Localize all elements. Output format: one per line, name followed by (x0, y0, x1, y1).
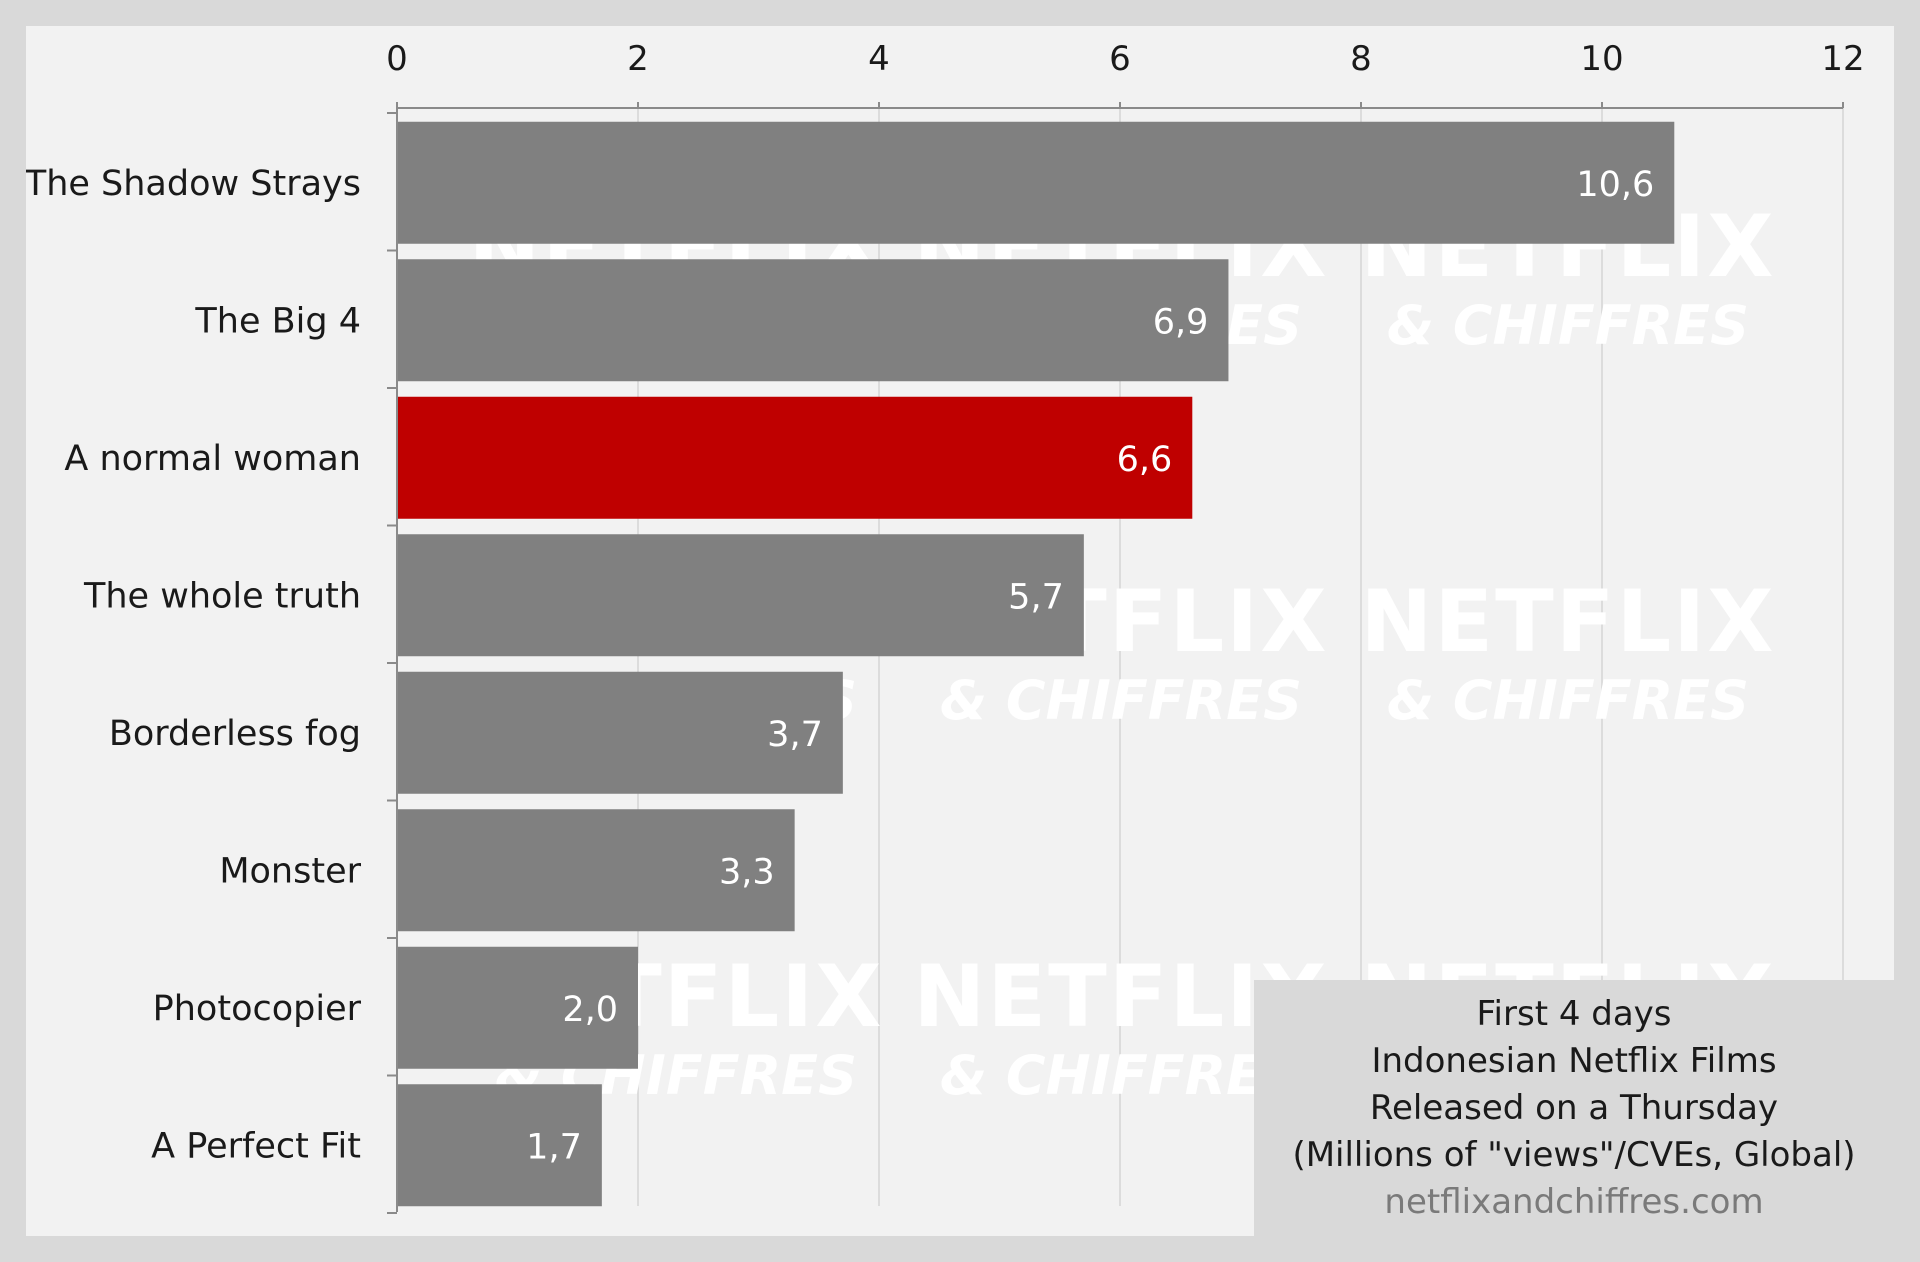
legend-box: First 4 days Indonesian Netflix Films Re… (1254, 980, 1894, 1236)
bar (398, 534, 1084, 657)
bars (398, 121, 1675, 1207)
x-tick-label: 6 (1109, 39, 1131, 79)
bar (398, 396, 1193, 519)
bar (398, 809, 795, 932)
data-label: 10,6 (1576, 165, 1654, 205)
watermark-title: NETFLIX (1360, 572, 1775, 672)
x-tick-label: 2 (627, 39, 649, 79)
legend-line-1: First 4 days (1476, 993, 1672, 1034)
source-url: netflixandchiffres.com (1384, 1181, 1764, 1222)
x-tick-label: 8 (1350, 39, 1372, 79)
category-label: The Big 4 (194, 301, 361, 341)
bar (398, 1084, 602, 1207)
legend-line-3: Released on a Thursday (1369, 1087, 1779, 1128)
category-label: A normal woman (64, 439, 361, 479)
bar (398, 121, 1675, 244)
data-label: 3,7 (767, 715, 823, 755)
x-tick-label: 0 (386, 39, 408, 79)
data-label: 6,9 (1153, 302, 1209, 342)
watermark-subtitle: & CHIFFRES (1387, 669, 1749, 732)
data-label: 6,6 (1117, 440, 1173, 480)
x-tick-label: 12 (1821, 39, 1864, 79)
legend-line-2: Indonesian Netflix Films (1371, 1040, 1777, 1081)
category-label: Photocopier (153, 989, 362, 1029)
data-label: 3,3 (719, 852, 775, 892)
watermark-subtitle: & CHIFFRES (1387, 294, 1749, 357)
watermark-subtitle: & CHIFFRES (940, 1044, 1302, 1107)
data-label: 1,7 (526, 1127, 582, 1167)
data-label: 2,0 (562, 990, 618, 1030)
x-tick-label: 10 (1580, 39, 1623, 79)
bar (398, 259, 1229, 382)
category-label: Monster (219, 851, 361, 891)
category-labels: The Shadow Strays The Big 4 A normal woman… (26, 164, 362, 1167)
category-label: Borderless fog (109, 714, 361, 754)
legend-line-4: (Millions of "views"/CVEs, Global) (1292, 1134, 1856, 1175)
x-tick-label: 4 (868, 39, 890, 79)
data-label: 5,7 (1008, 577, 1064, 617)
watermark-subtitle: & CHIFFRES (940, 669, 1302, 732)
x-axis: 0 2 4 6 8 10 12 (386, 39, 1865, 1214)
data-labels: 10,6 6,9 6,6 5,7 3,7 3,3 2,0 1,7 (526, 165, 1654, 1168)
category-label: A Perfect Fit (151, 1126, 361, 1166)
category-label: The whole truth (83, 576, 361, 616)
bar (398, 946, 638, 1069)
bar (398, 671, 843, 794)
category-label: The Shadow Strays (26, 164, 361, 204)
